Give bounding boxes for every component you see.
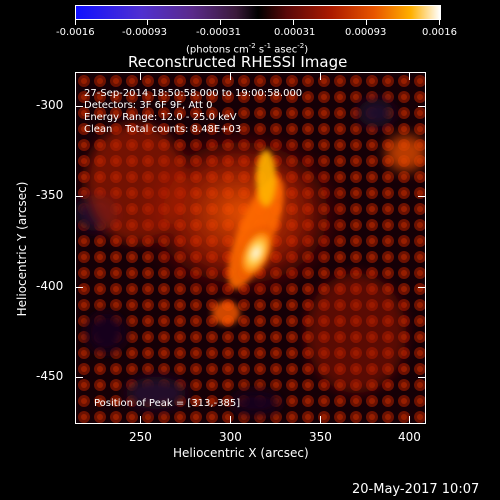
- x-tick-label: 300: [219, 430, 242, 444]
- x-tick-label: 350: [309, 430, 332, 444]
- y-tick-label: -400: [36, 279, 64, 293]
- annotation-clean-counts: Clean Total counts: 8.48E+03: [84, 124, 242, 135]
- plot-date: 20-May-2017 10:07: [352, 482, 480, 497]
- x-tick-label: 250: [129, 430, 152, 444]
- hxr-source: [212, 150, 284, 325]
- page-title: Reconstructed RHESSI Image: [128, 53, 348, 71]
- colorbar-tick-label: -0.00093: [122, 27, 167, 38]
- colorbar-tick-label: 0.0016: [422, 27, 457, 38]
- annotation-energy-range: Energy Range: 12.0 - 25.0 keV: [84, 112, 237, 123]
- annotation-detectors: Detectors: 3F 6F 9F, Att 0: [84, 100, 213, 111]
- annotation-peak-position: Position of Peak = [313,-385]: [94, 398, 241, 409]
- colorbar-tick-label: 0.00031: [274, 27, 316, 38]
- y-tick-label: -450: [36, 369, 64, 383]
- annotation-time-range: 27-Sep-2014 18:50:58.000 to 19:00:58.000: [84, 88, 303, 99]
- y-axis-label: Heliocentric Y (arcsec): [15, 181, 29, 317]
- colorbar-tick-label: 0.00093: [345, 27, 387, 38]
- colorbar-unit-label: (photons cm-2 s-1 asec-2): [186, 42, 309, 56]
- image-plot: 27-Sep-2014 18:50:58.000 to 19:00:58.000…: [75, 72, 426, 424]
- rhessi-image: [76, 73, 425, 423]
- colorbar: [75, 5, 441, 20]
- colorbar-tick-label: -0.00031: [196, 27, 241, 38]
- colorbar-tick-label: -0.0016: [56, 27, 95, 38]
- y-tick-label: -300: [36, 98, 64, 112]
- x-axis-label: Heliocentric X (arcsec): [173, 446, 309, 460]
- y-tick-label: -350: [36, 188, 64, 202]
- source-halo: [86, 123, 425, 393]
- colorbar-tick-marks: [75, 20, 441, 26]
- x-tick-label: 400: [398, 430, 421, 444]
